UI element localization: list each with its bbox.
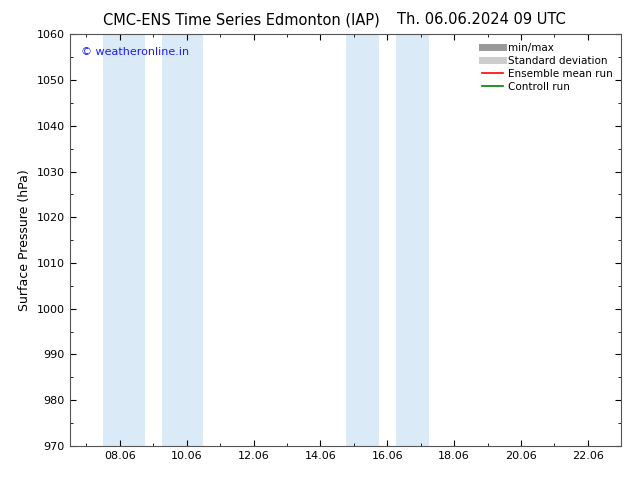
Text: CMC-ENS Time Series Edmonton (IAP): CMC-ENS Time Series Edmonton (IAP) — [103, 12, 379, 27]
Bar — [396, 34, 429, 446]
Text: Th. 06.06.2024 09 UTC: Th. 06.06.2024 09 UTC — [398, 12, 566, 27]
Y-axis label: Surface Pressure (hPa): Surface Pressure (hPa) — [18, 169, 31, 311]
Bar — [346, 34, 379, 446]
Bar — [162, 34, 204, 446]
Legend: min/max, Standard deviation, Ensemble mean run, Controll run: min/max, Standard deviation, Ensemble me… — [479, 40, 616, 95]
Bar — [103, 34, 145, 446]
Text: © weatheronline.in: © weatheronline.in — [81, 47, 189, 57]
